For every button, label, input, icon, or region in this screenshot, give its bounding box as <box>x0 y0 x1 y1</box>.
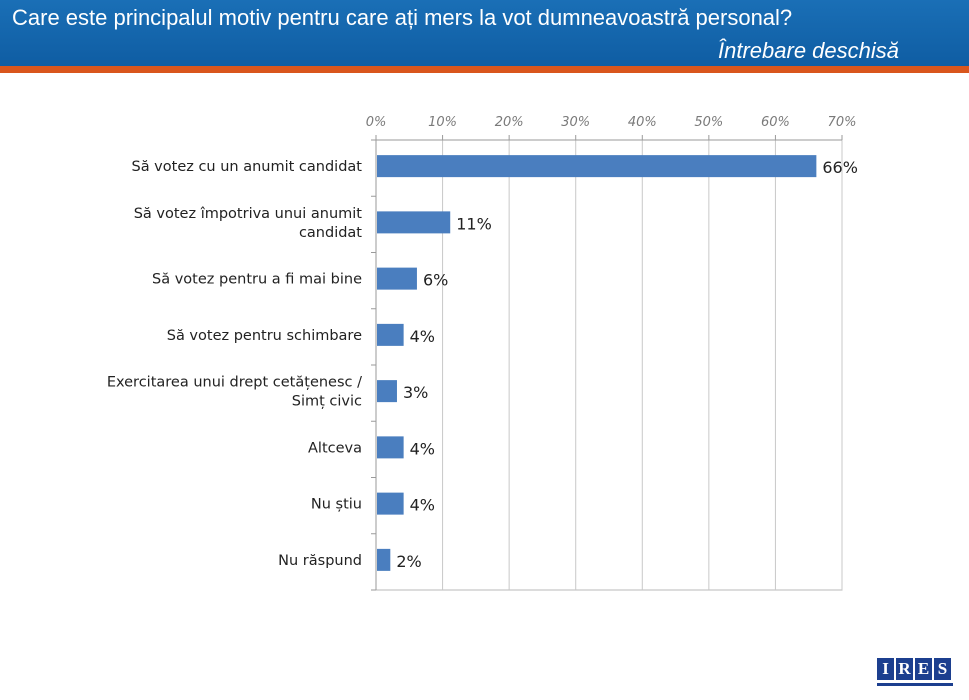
bar <box>377 155 817 178</box>
data-label: 4% <box>410 327 435 346</box>
page-subtitle: Întrebare deschisă <box>718 38 899 63</box>
bar <box>377 380 397 403</box>
logo-letter: S <box>934 658 951 680</box>
header-accent-stripe <box>0 66 969 73</box>
page-title: Care este principalul motiv pentru care … <box>12 5 793 30</box>
logo-letter: I <box>877 658 894 680</box>
category-label: Nu știu <box>311 497 362 513</box>
category-label: Simț civic <box>292 394 362 410</box>
data-label: 4% <box>410 496 435 515</box>
category-label: Să votez pentru a fi mai bine <box>152 272 362 288</box>
category-label: Exercitarea unui drept cetățenesc / <box>107 375 362 391</box>
bar <box>377 323 404 346</box>
category-label: Să votez cu un anumit candidat <box>131 159 362 175</box>
data-label: 4% <box>410 439 435 458</box>
category-label: Să votez împotriva unui anumit <box>134 206 363 222</box>
bar <box>377 548 391 571</box>
bar <box>377 267 417 290</box>
tick-label: 40% <box>628 115 657 130</box>
category-label: candidat <box>299 225 362 241</box>
tick-label: 60% <box>761 115 790 130</box>
plot-area <box>375 139 843 591</box>
header-bar <box>0 0 969 66</box>
category-label: Să votez pentru schimbare <box>167 328 362 344</box>
category-label: Altceva <box>308 440 362 456</box>
data-label: 3% <box>403 383 428 402</box>
tick-label: 0% <box>366 115 387 130</box>
bar <box>377 211 451 234</box>
bar <box>377 436 404 459</box>
data-label: 6% <box>423 271 448 290</box>
ires-logo: I R E S <box>877 658 955 690</box>
bar <box>377 492 404 515</box>
category-label: Nu răspund <box>278 553 362 569</box>
data-label: 2% <box>396 552 421 571</box>
tick-label: 10% <box>428 115 457 130</box>
tick-label: 30% <box>561 115 590 130</box>
logo-underline <box>877 683 953 686</box>
data-label: 66% <box>822 158 858 177</box>
logo-letter: E <box>915 658 932 680</box>
tick-label: 50% <box>694 115 723 130</box>
tick-label: 20% <box>495 115 524 130</box>
logo-letter: R <box>896 658 913 680</box>
tick-label: 70% <box>828 115 857 130</box>
data-label: 11% <box>456 214 492 233</box>
